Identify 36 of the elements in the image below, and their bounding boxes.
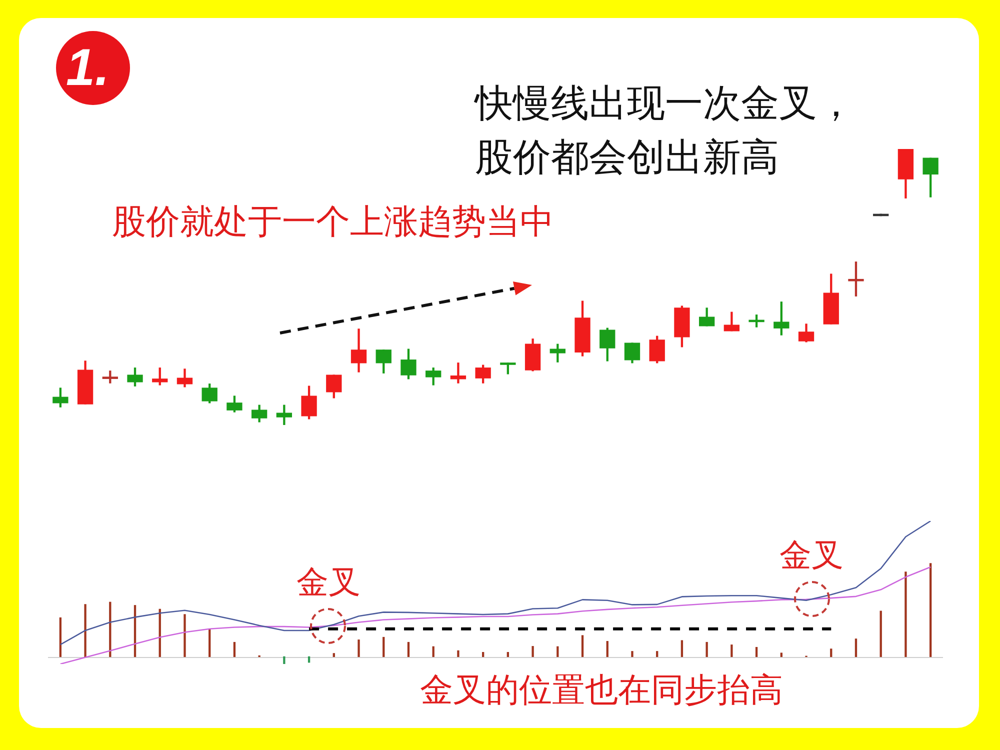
bar [830,648,832,658]
bar [358,640,360,658]
bar [880,610,882,658]
bar [606,641,608,658]
bar [556,646,559,658]
bar [581,635,584,658]
bar [854,638,858,658]
bar [904,572,907,658]
bar [780,652,782,658]
bar [233,642,236,658]
bar [382,636,385,658]
bar [332,653,335,658]
bar [706,642,708,658]
bar [680,640,684,658]
bar [59,617,62,658]
bar [432,646,434,658]
candlestick [450,362,466,384]
text: 金叉的位置也在同步抬高 [420,670,783,710]
bar [929,563,932,658]
annotation: 金叉 [778,535,845,576]
bar [730,644,733,658]
bar [283,656,286,664]
bar [506,652,510,658]
annotation: 金叉 [295,562,362,602]
bar [656,651,658,658]
bar [482,652,484,658]
chart-title: 快慢线出现一次金叉，股价都会创出新高 [475,80,856,181]
bar [457,650,460,658]
annotation: 股价就处于一个上涨趋势当中 [112,202,554,242]
bar [755,646,758,658]
bar [84,604,86,658]
bar [184,614,186,658]
text: 1. [66,38,110,98]
bar [407,642,410,658]
bar [631,651,634,658]
bar [532,646,534,658]
